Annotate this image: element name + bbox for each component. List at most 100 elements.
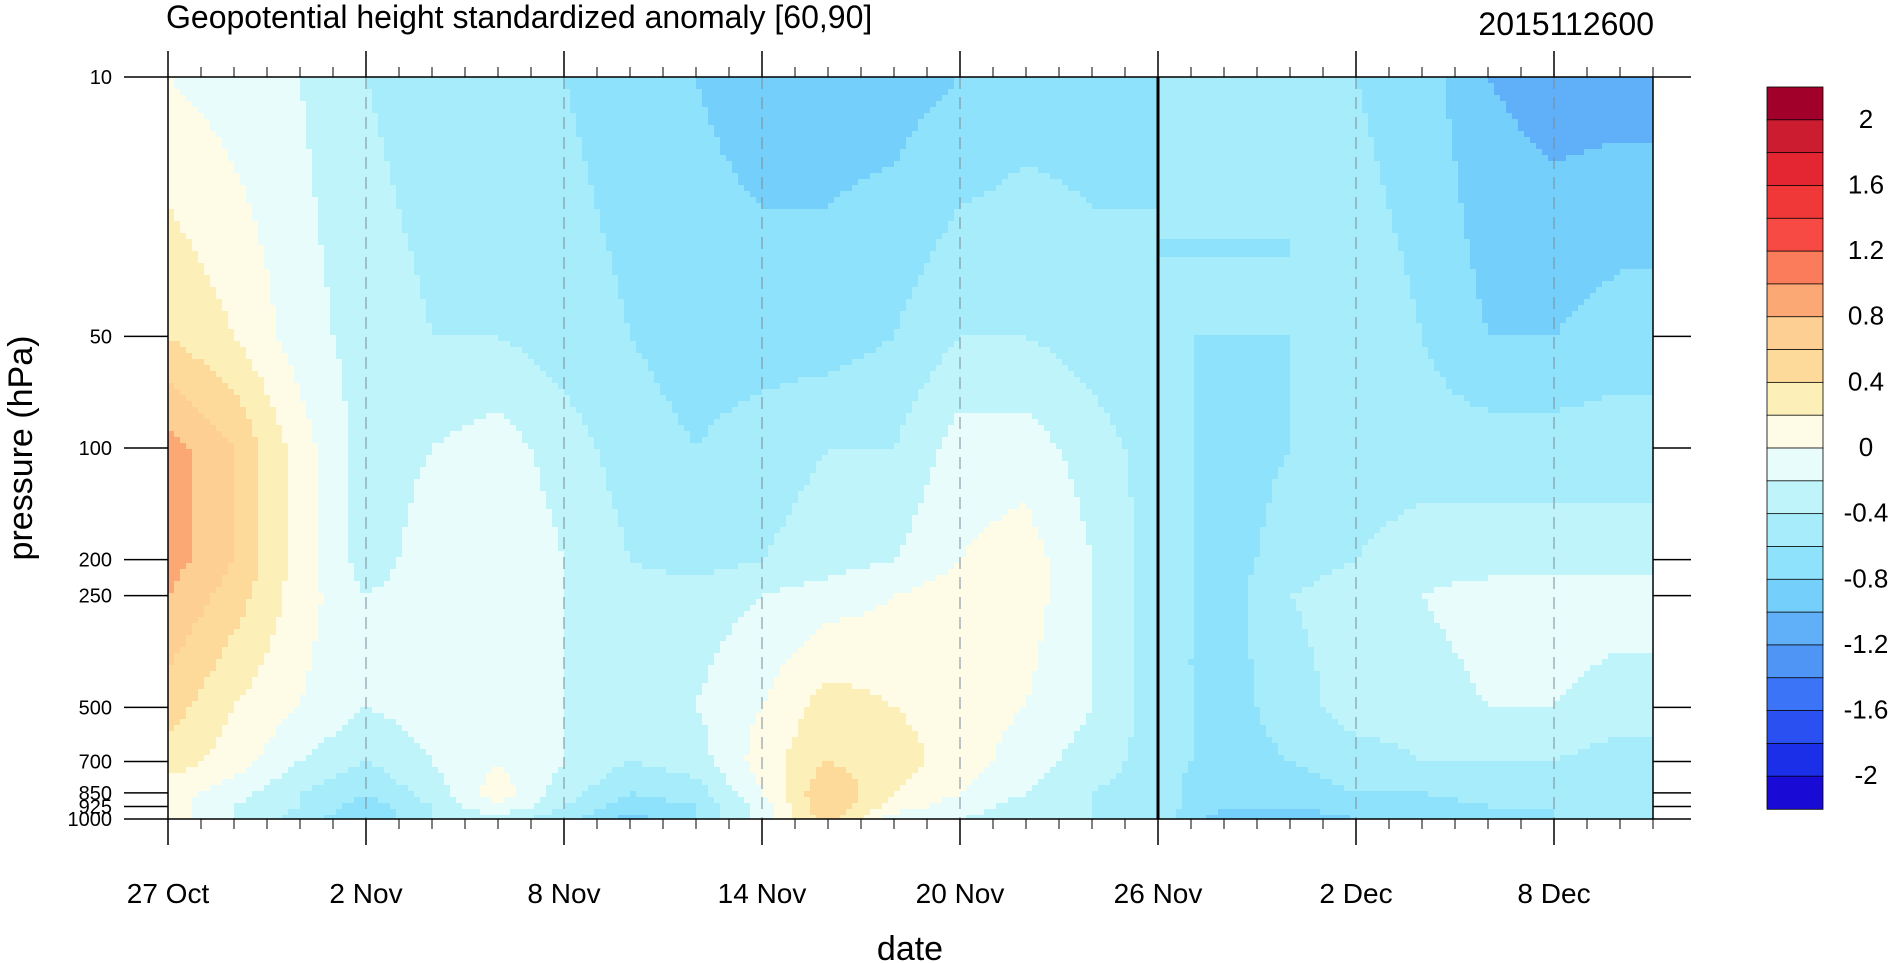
contour-cell — [756, 167, 763, 174]
contour-cell — [648, 161, 655, 168]
contour-cell — [1596, 155, 1603, 162]
contour-cell — [1260, 95, 1267, 102]
contour-cell — [198, 107, 205, 114]
contour-cell — [1080, 119, 1087, 126]
contour-cell — [552, 149, 559, 156]
contour-cell — [654, 125, 661, 132]
contour-cell — [618, 149, 625, 156]
contour-cell — [1140, 173, 1147, 180]
contour-cell — [678, 161, 685, 168]
contour-cell — [1482, 161, 1489, 168]
contour-cell — [1104, 101, 1111, 108]
contour-cell — [1566, 107, 1573, 114]
contour-cell — [336, 149, 343, 156]
contour-cell — [1560, 77, 1567, 84]
contour-cell — [1164, 77, 1171, 84]
contour-cell — [522, 191, 529, 198]
contour-cell — [792, 161, 799, 168]
contour-cell — [366, 155, 373, 162]
contour-cell — [990, 185, 997, 192]
contour-cell — [402, 161, 409, 168]
contour-cell — [780, 107, 787, 114]
contour-cell — [1596, 119, 1603, 126]
contour-cell — [486, 89, 493, 96]
contour-cell — [1224, 119, 1231, 126]
contour-cell — [180, 95, 187, 102]
contour-cell — [1566, 161, 1573, 168]
contour-cell — [516, 179, 523, 186]
contour-cell — [1548, 125, 1555, 132]
contour-cell — [372, 173, 379, 180]
contour-cell — [1122, 113, 1129, 120]
chart-date-stamp: 2015112600 — [1478, 6, 1654, 42]
contour-cell — [1566, 137, 1573, 144]
contour-cell — [1098, 191, 1105, 198]
contour-cell — [1380, 191, 1387, 198]
contour-cell — [756, 173, 763, 180]
contour-cell — [666, 107, 673, 114]
contour-cell — [468, 161, 475, 168]
contour-cell — [1086, 83, 1093, 90]
contour-cell — [1134, 95, 1141, 102]
contour-cell — [576, 155, 583, 162]
contour-cell — [1404, 155, 1411, 162]
contour-cell — [438, 149, 445, 156]
contour-cell — [1122, 155, 1129, 162]
contour-cell — [276, 191, 283, 198]
contour-cell — [234, 101, 241, 108]
contour-cell — [330, 179, 337, 186]
contour-cell — [462, 125, 469, 132]
contour-cell — [1182, 185, 1189, 192]
contour-cell — [720, 95, 727, 102]
contour-cell — [1170, 191, 1177, 198]
contour-cell — [222, 77, 229, 84]
contour-cell — [834, 185, 841, 192]
contour-cell — [1200, 131, 1207, 138]
contour-cell — [1602, 137, 1609, 144]
contour-cell — [1146, 161, 1153, 168]
contour-cell — [1080, 101, 1087, 108]
contour-cell — [1410, 161, 1417, 168]
contour-cell — [1200, 167, 1207, 174]
contour-cell — [858, 155, 865, 162]
contour-cell — [852, 179, 859, 186]
contour-cell — [168, 119, 175, 126]
contour-cell — [366, 185, 373, 192]
contour-cell — [1272, 77, 1279, 84]
contour-cell — [660, 137, 667, 144]
contour-cell — [1524, 107, 1531, 114]
contour-cell — [654, 179, 661, 186]
contour-cell — [684, 179, 691, 186]
contour-cell — [276, 107, 283, 114]
contour-cell — [1092, 125, 1099, 132]
contour-cell — [1578, 101, 1585, 108]
contour-cell — [1356, 143, 1363, 150]
contour-cell — [1086, 101, 1093, 108]
contour-cell — [570, 155, 577, 162]
contour-cell — [654, 173, 661, 180]
contour-cell — [984, 155, 991, 162]
contour-cell — [834, 125, 841, 132]
contour-cell — [198, 131, 205, 138]
contour-cell — [300, 185, 307, 192]
contour-cell — [1146, 83, 1153, 90]
contour-cell — [528, 155, 535, 162]
contour-cell — [234, 77, 241, 84]
contour-cell — [696, 83, 703, 90]
contour-cell — [474, 143, 481, 150]
contour-cell — [252, 137, 259, 144]
contour-cell — [1188, 167, 1195, 174]
contour-cell — [942, 107, 949, 114]
contour-cell — [696, 155, 703, 162]
contour-cell — [1152, 149, 1159, 156]
contour-cell — [1008, 95, 1015, 102]
contour-cell — [822, 161, 829, 168]
contour-cell — [912, 77, 919, 84]
contour-cell — [222, 161, 229, 168]
contour-cell — [1116, 119, 1123, 126]
contour-cell — [312, 197, 319, 204]
contour-cell — [1218, 173, 1225, 180]
contour-cell — [1278, 77, 1285, 84]
contour-cell — [1326, 107, 1333, 114]
contour-cell — [222, 197, 229, 204]
